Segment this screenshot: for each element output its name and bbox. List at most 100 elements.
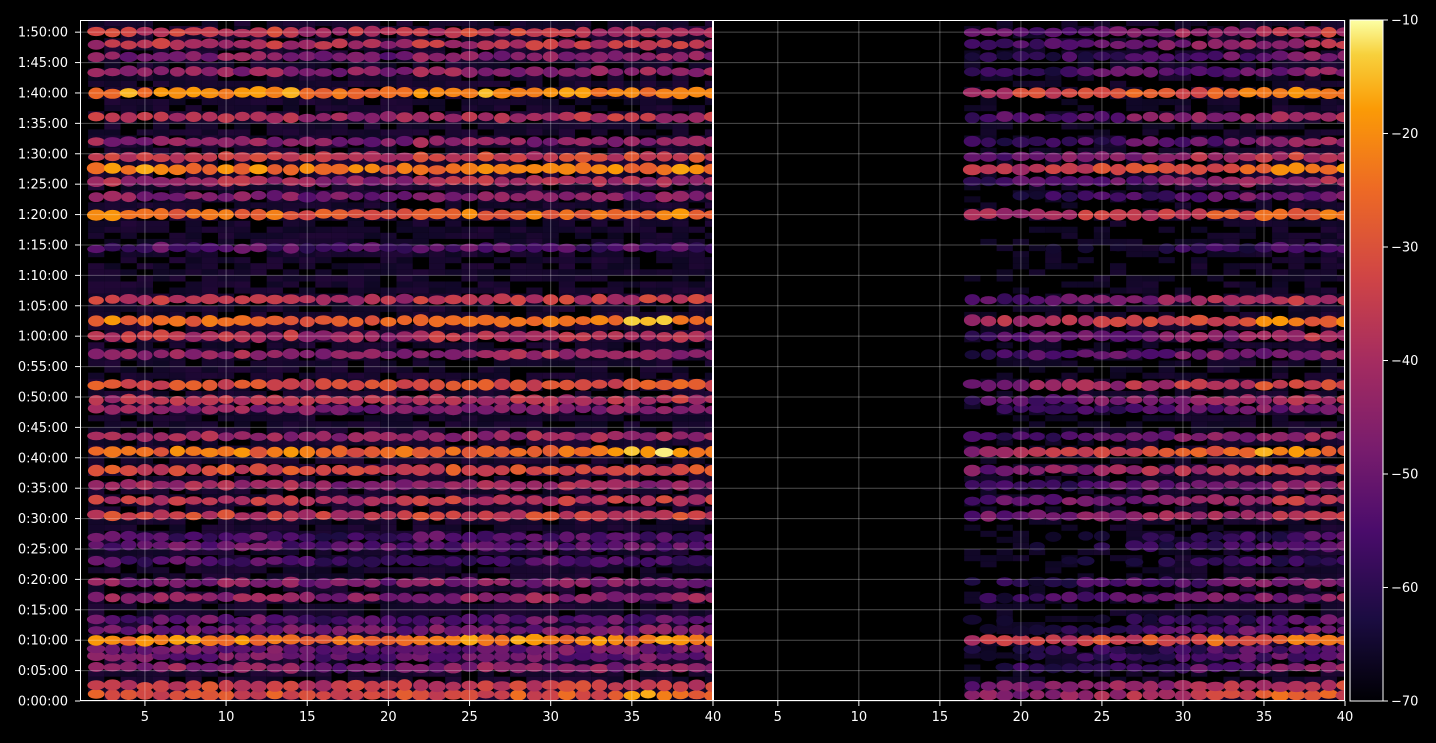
heat-cell — [395, 175, 414, 186]
heat-cell — [87, 431, 106, 441]
heat-cell — [412, 644, 430, 656]
heat-cell — [412, 244, 430, 254]
heat-cell — [477, 577, 494, 587]
heat-cell — [347, 480, 365, 490]
heat-cell — [347, 342, 364, 349]
heat-cell — [201, 457, 218, 464]
heat-cell — [153, 567, 170, 574]
heat-cell — [476, 555, 496, 566]
heat-cell — [510, 177, 527, 186]
heat-cell — [445, 159, 462, 166]
heat-cell — [185, 380, 202, 391]
heat-cell — [541, 663, 560, 673]
heat-cell — [136, 74, 153, 81]
heat-cell — [282, 690, 300, 700]
heat-cell — [542, 360, 559, 367]
heat-cell — [347, 99, 364, 106]
heat-cell — [331, 209, 349, 220]
heat-cell — [494, 625, 510, 634]
heat-cell — [250, 208, 267, 221]
heat-cell — [493, 287, 511, 294]
heat-cell — [412, 372, 429, 379]
heat-cell — [234, 147, 251, 154]
heat-cell — [591, 287, 608, 294]
heat-cell — [250, 567, 267, 574]
heat-cell — [169, 585, 186, 592]
heat-cell — [656, 176, 673, 188]
heat-cell — [591, 603, 608, 610]
heat-cell — [120, 232, 137, 239]
heat-cell — [575, 172, 592, 179]
heat-cell — [185, 578, 202, 588]
heat-cell — [136, 549, 153, 556]
heat-cell — [314, 137, 333, 147]
heat-cell — [461, 372, 478, 379]
heat-cell — [542, 676, 559, 683]
heat-cell — [672, 172, 689, 179]
heat-cell — [121, 244, 137, 253]
heat-cell — [234, 609, 251, 616]
heat-cell — [364, 644, 380, 655]
heat-cell — [88, 80, 105, 87]
heat-cell — [250, 662, 267, 672]
heat-cell — [607, 113, 624, 122]
heat-cell — [689, 39, 705, 49]
heat-cell — [201, 192, 218, 202]
heat-cell — [217, 192, 235, 202]
heat-cell — [477, 40, 495, 50]
heat-cell — [591, 591, 608, 602]
heat-cell — [380, 427, 397, 434]
heat-cell — [688, 394, 706, 405]
heat-cell — [672, 238, 689, 245]
heat-cell — [200, 26, 220, 38]
heat-cell — [1142, 609, 1159, 616]
heat-cell — [623, 446, 640, 456]
heat-cell — [265, 614, 285, 624]
heat-cell — [445, 269, 462, 276]
heat-cell — [656, 439, 673, 446]
heat-cell — [510, 495, 526, 505]
heat-cell — [510, 324, 527, 331]
heat-cell — [347, 62, 364, 69]
heat-cell — [607, 331, 624, 340]
heat-cell — [478, 67, 494, 77]
heat-cell — [704, 518, 713, 525]
heat-cell — [315, 129, 332, 136]
heat-cell — [88, 226, 105, 233]
heat-cell — [250, 202, 267, 209]
heat-cell — [185, 269, 202, 276]
heat-cell — [363, 25, 381, 37]
heat-cell — [185, 635, 202, 645]
heat-cell — [315, 105, 332, 112]
heat-cell — [136, 567, 153, 574]
heat-cell — [201, 567, 218, 574]
heat-cell — [412, 226, 429, 233]
heat-cell — [281, 555, 301, 566]
heat-cell — [136, 263, 153, 270]
heat-cell — [153, 360, 170, 367]
heat-cell — [412, 281, 429, 288]
heat-cell — [378, 592, 398, 602]
heat-cell — [429, 670, 446, 677]
heat-cell — [135, 164, 155, 175]
heat-cell — [169, 625, 186, 635]
heat-cell — [347, 305, 364, 312]
heat-cell — [1336, 658, 1345, 665]
heat-cell — [297, 509, 317, 521]
heat-cell — [573, 111, 593, 122]
heat-cell — [575, 518, 592, 525]
heat-cell — [557, 663, 577, 673]
heat-cell — [558, 348, 576, 360]
heat-cell — [136, 404, 154, 415]
heat-cell — [476, 642, 496, 654]
heat-cell — [623, 658, 640, 665]
heat-cell — [509, 593, 527, 603]
heat-cell — [136, 676, 153, 683]
heat-cell — [396, 263, 413, 270]
heat-cell — [477, 430, 495, 441]
heat-cell — [120, 159, 137, 166]
heat-cell — [461, 421, 478, 428]
heat-cell — [1272, 670, 1289, 677]
heat-cell — [169, 99, 186, 106]
heat-cell — [347, 209, 365, 219]
